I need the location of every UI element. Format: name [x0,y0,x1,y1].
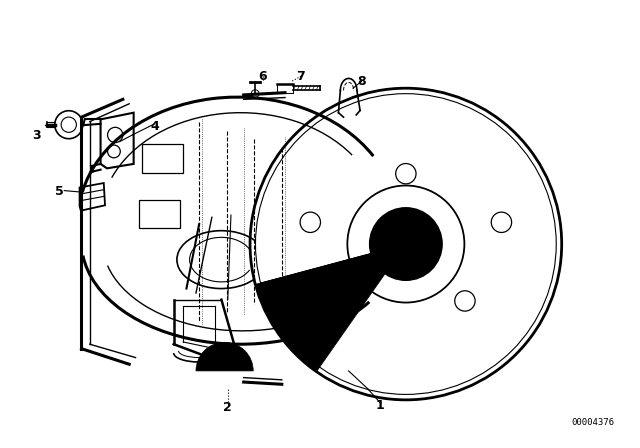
Bar [142,144,183,173]
Circle shape [369,208,442,280]
Text: 4: 4 [150,120,159,133]
Text: 7: 7 [296,70,305,83]
Text: 3: 3 [33,129,41,142]
Text: 8: 8 [357,75,365,88]
Text: 2: 2 [223,401,232,414]
Text: 5: 5 [55,185,63,198]
Wedge shape [255,244,406,372]
Text: 6: 6 [259,70,267,83]
Wedge shape [196,342,253,371]
Wedge shape [260,244,406,362]
Text: 00004376: 00004376 [572,418,614,426]
Text: 1: 1 [376,399,385,412]
Bar [139,199,180,228]
